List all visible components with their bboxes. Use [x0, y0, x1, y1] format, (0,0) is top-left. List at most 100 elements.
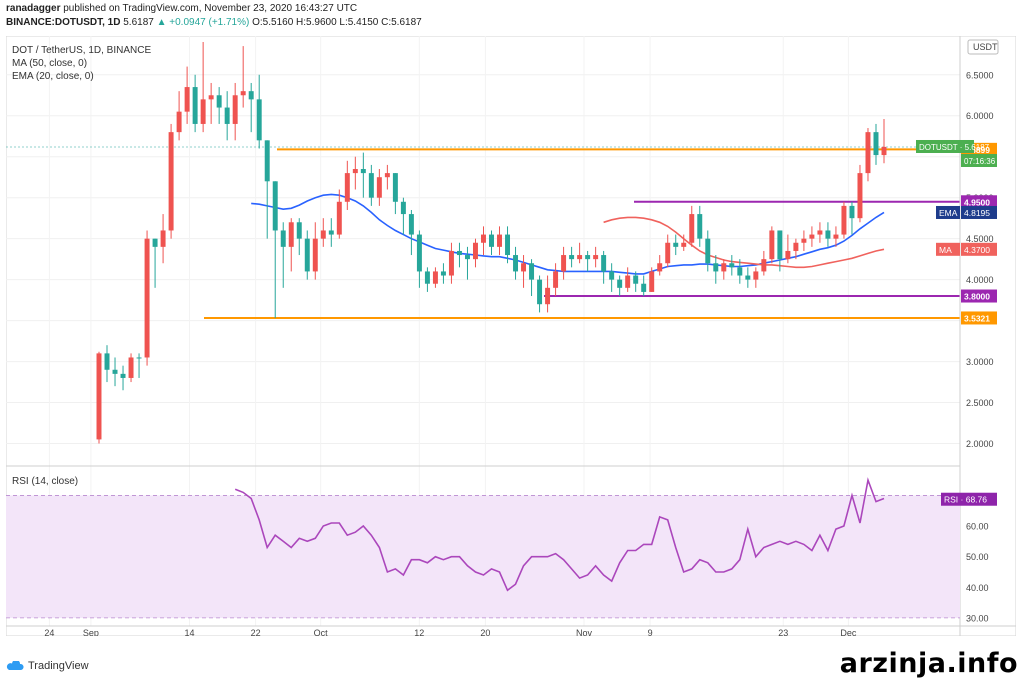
candle-down — [376, 177, 382, 198]
candle-down — [144, 238, 150, 358]
countdown-box — [961, 153, 997, 167]
rsi-legend[interactable]: RSI (14, close) — [12, 476, 79, 487]
candle-down — [841, 205, 847, 235]
candle-down — [721, 263, 727, 272]
candle-up — [136, 357, 142, 359]
time-tick-label: 9 — [648, 628, 653, 636]
candle-up — [328, 230, 334, 235]
candle-down — [320, 230, 326, 239]
brand-name: TradingView — [28, 660, 89, 672]
indicator-name-box — [936, 242, 960, 256]
price-tick-label: 6.0000 — [966, 111, 994, 121]
last-price-label: DOTUSDT · 5.6187 — [919, 143, 990, 152]
time-tick-label: Oct — [314, 628, 329, 636]
price-tick-label: 4.0000 — [966, 275, 994, 285]
candle-down — [168, 132, 174, 231]
candle-down — [817, 230, 823, 235]
price-chart[interactable]: 2.00002.50003.00003.50004.00004.50005.00… — [6, 36, 1016, 636]
candle-down — [128, 357, 134, 378]
candle-down — [593, 255, 599, 260]
candle-up — [617, 279, 623, 288]
candle-down — [577, 255, 583, 260]
site-watermark: arzinja.info — [839, 648, 1018, 679]
candle-up — [609, 271, 615, 280]
candle-down — [232, 95, 238, 124]
indicator-name-box — [936, 205, 960, 219]
candle-down — [769, 230, 775, 260]
candle-up — [513, 255, 519, 272]
candle-up — [849, 205, 855, 219]
candlesticks — [96, 42, 887, 444]
chart-legend: DOT / TetherUS, 1D, BINANCE MA (50, clos… — [12, 44, 151, 83]
candle-up — [456, 250, 462, 256]
time-tick-label: 24 — [44, 628, 54, 636]
horizontal-levels[interactable] — [6, 146, 960, 319]
ma-line — [603, 216, 885, 269]
time-tick-label: Dec — [840, 628, 857, 636]
candle-up — [304, 238, 310, 272]
moving-averages — [251, 193, 885, 275]
cloud-icon — [6, 659, 24, 671]
candle-up — [873, 132, 879, 156]
candle-down — [865, 132, 871, 174]
candle-up — [440, 271, 446, 276]
candle-down — [801, 238, 807, 243]
candle-up — [505, 234, 511, 256]
candle-up — [248, 91, 254, 100]
level-label-box — [961, 289, 997, 303]
level-label: 3.8000 — [964, 292, 990, 302]
candle-down — [384, 173, 390, 178]
candle-up — [464, 255, 470, 260]
rsi-value-label: RSI · 68.76 — [944, 495, 987, 505]
candle-down — [184, 87, 190, 112]
legend-ema[interactable]: EMA (20, close, 0) — [12, 71, 94, 82]
candle-down — [336, 201, 342, 235]
level-label-box — [961, 195, 997, 209]
time-tick-label: 23 — [778, 628, 788, 636]
candle-down — [681, 242, 687, 247]
candle-up — [633, 275, 639, 284]
price-change: ▲ +0.0947 (+1.71%) — [156, 17, 250, 28]
candle-up — [673, 242, 679, 247]
rsi-value-box — [941, 492, 997, 506]
candle-up — [424, 271, 430, 284]
level-label: 4.9500 — [964, 197, 990, 207]
price-labels: 5.5899 4.9500 3.8000 3.5321 DOTUSDT · 5.6187… — [916, 139, 997, 506]
candle-up — [737, 267, 743, 276]
candle-down — [753, 271, 759, 280]
candle-down — [785, 250, 791, 260]
candle-down — [448, 250, 454, 276]
candle-up — [585, 255, 591, 260]
legend-ma[interactable]: MA (50, close, 0) — [12, 58, 88, 69]
candle-down — [312, 238, 318, 272]
candle-up — [729, 263, 735, 268]
candle-down — [208, 95, 214, 100]
rsi-tick-label: 40.00 — [966, 583, 989, 593]
candle-up — [280, 230, 286, 247]
indicator-value-box — [961, 242, 997, 256]
candle-down — [561, 255, 567, 272]
candle-down — [625, 275, 631, 288]
last-price-box — [916, 139, 974, 153]
currency-label: USDT — [973, 42, 998, 52]
candle-up — [601, 255, 607, 272]
legend-title: DOT / TetherUS, 1D, BINANCE — [12, 45, 152, 56]
tradingview-logo[interactable]: TradingView — [6, 659, 89, 672]
candle-down — [665, 242, 671, 264]
candle-down — [288, 222, 294, 247]
indicator-value: 4.8195 — [964, 208, 990, 218]
level-label: 5.5899 — [964, 145, 990, 155]
candle-down — [432, 271, 438, 284]
candle-down — [200, 99, 206, 124]
rsi-tick-label: 60.00 — [966, 522, 989, 532]
candle-up — [296, 222, 302, 239]
ema-line — [251, 193, 885, 275]
candle-down — [689, 214, 695, 243]
candle-up — [360, 169, 366, 174]
level-label-box — [961, 311, 997, 325]
indicator-value: 4.3700 — [964, 245, 990, 255]
candle-down — [761, 259, 767, 272]
time-axis[interactable]: 24 Sep 14 22 Oct 12 20 Nov 9 23 Dec — [44, 628, 856, 636]
price-tick-label: 3.0000 — [966, 357, 994, 367]
candle-down — [833, 234, 839, 239]
